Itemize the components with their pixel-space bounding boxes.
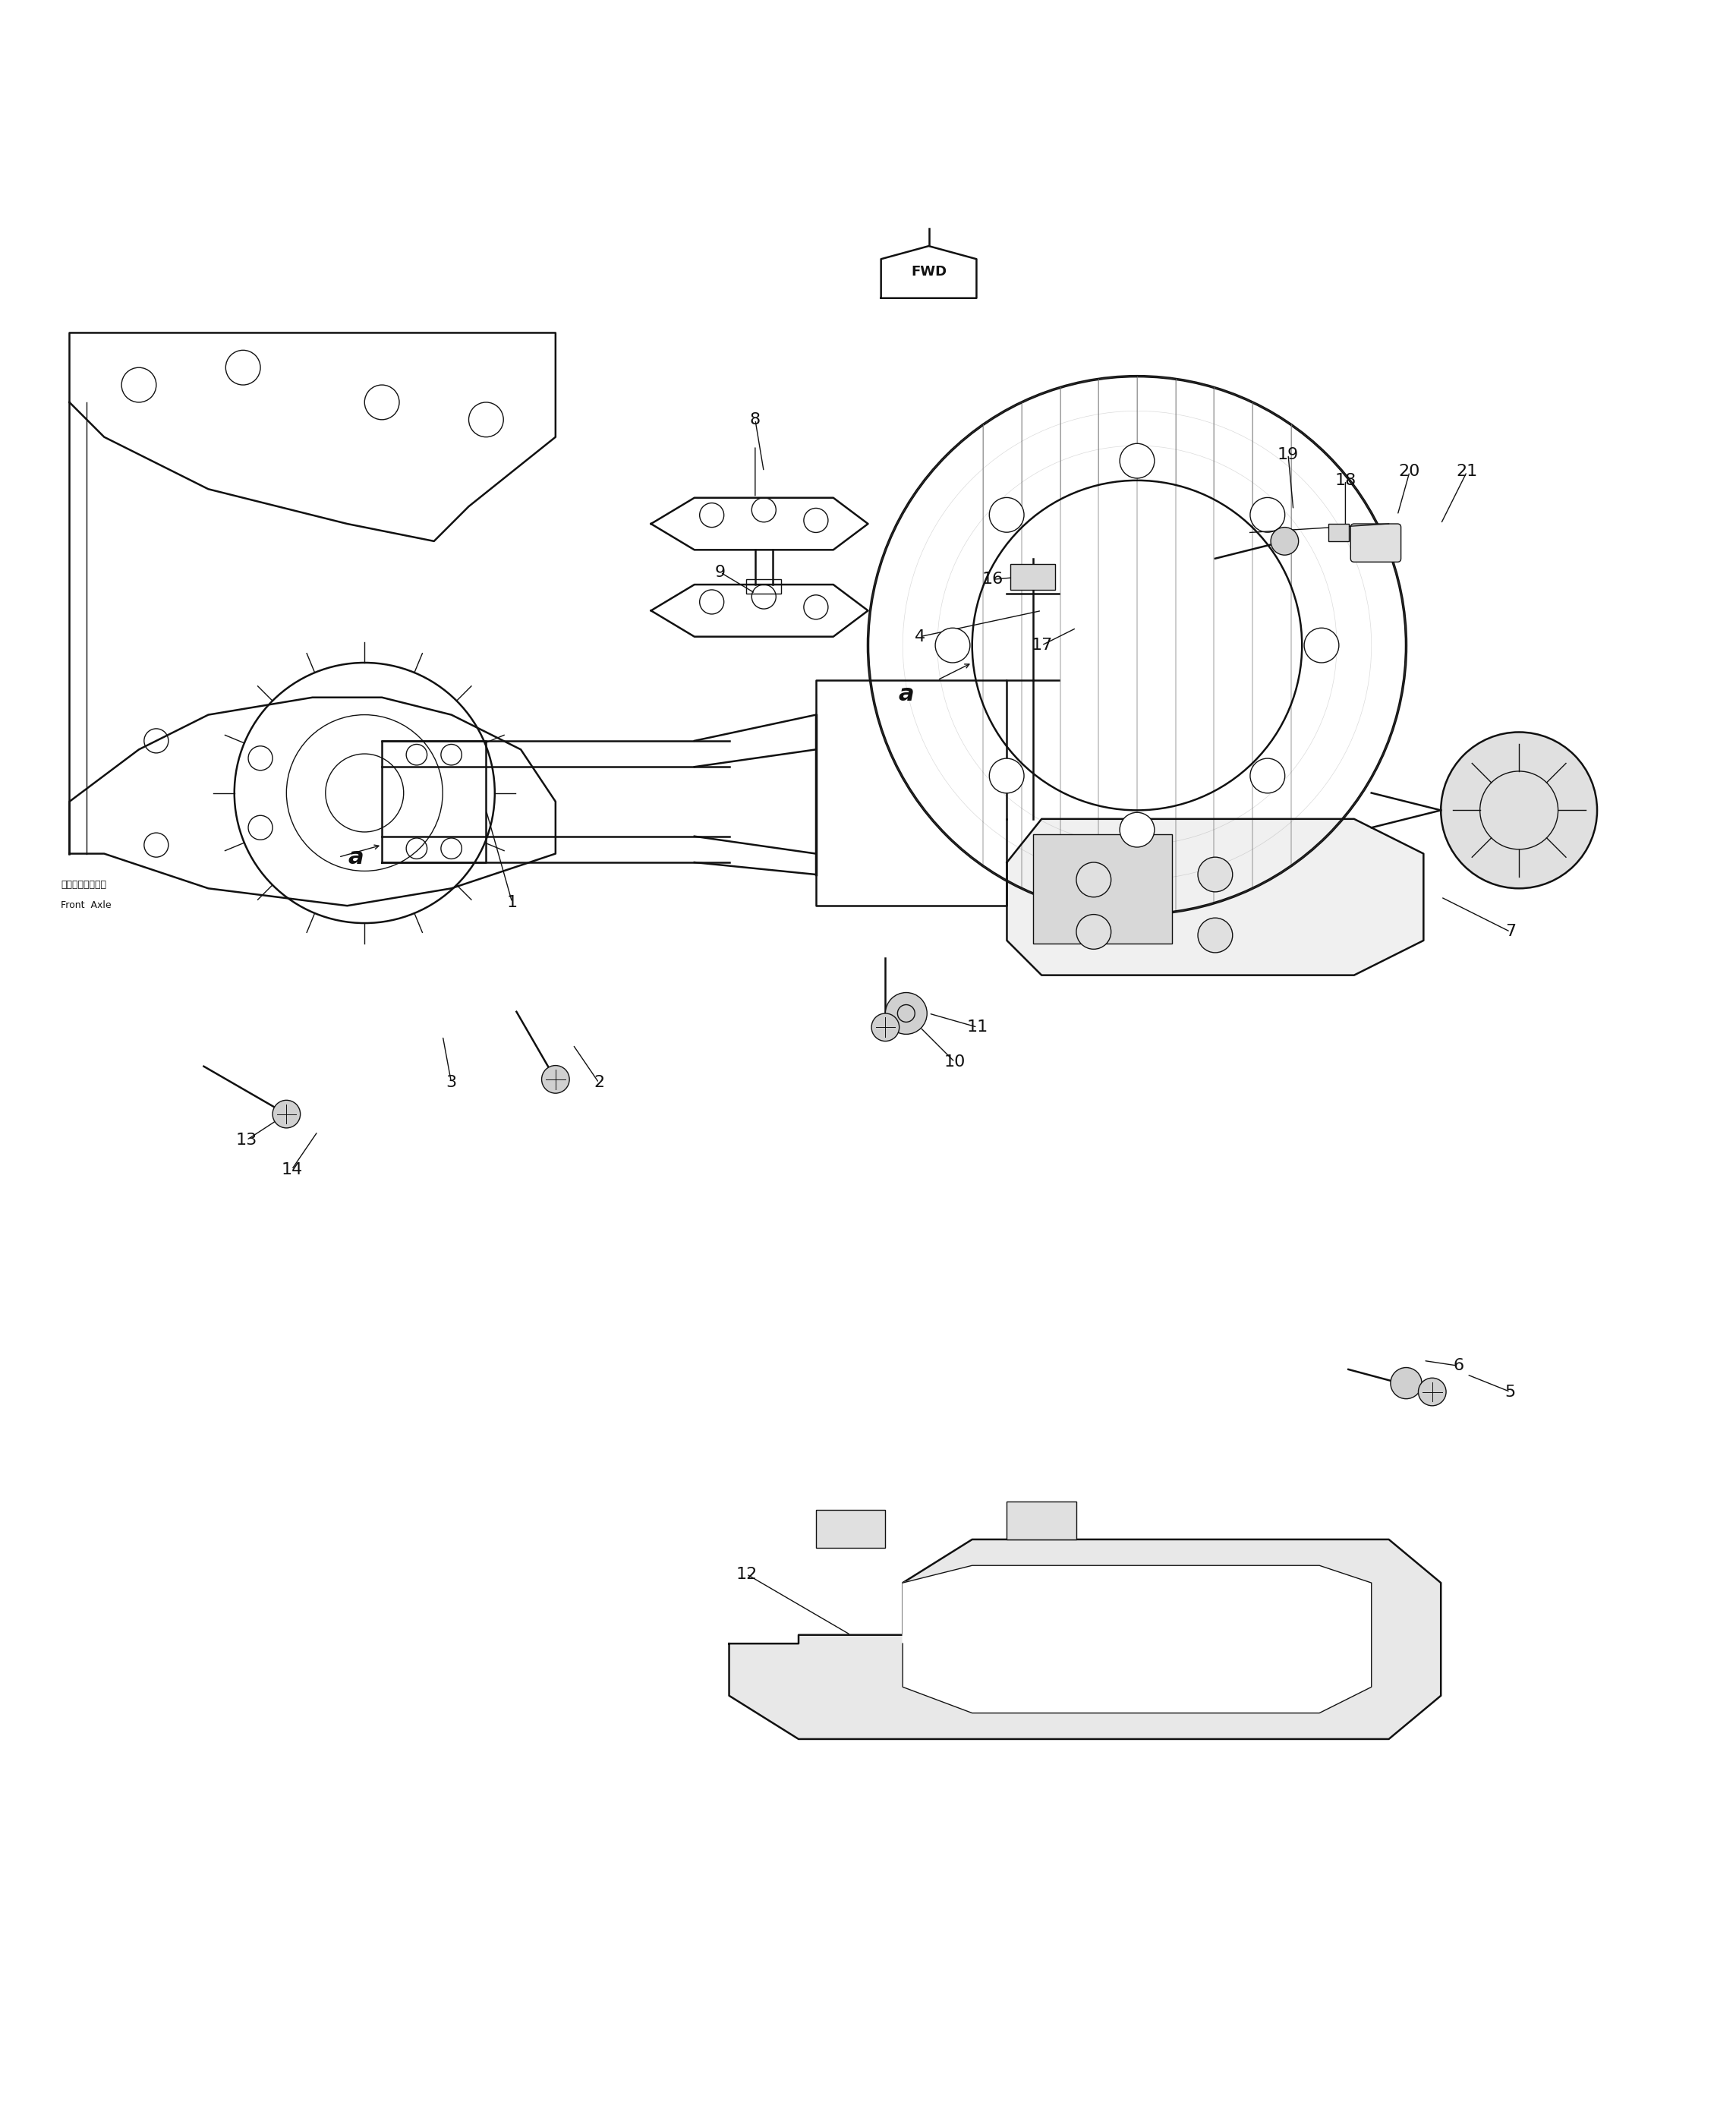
Circle shape xyxy=(885,992,927,1034)
Circle shape xyxy=(1304,629,1338,663)
Text: 18: 18 xyxy=(1335,474,1356,489)
Circle shape xyxy=(1441,733,1597,888)
FancyBboxPatch shape xyxy=(1033,835,1172,943)
Circle shape xyxy=(542,1066,569,1094)
Text: 4: 4 xyxy=(915,629,925,644)
Circle shape xyxy=(273,1100,300,1128)
FancyBboxPatch shape xyxy=(1351,525,1401,563)
Polygon shape xyxy=(903,1565,1371,1714)
Circle shape xyxy=(990,758,1024,792)
Text: FWD: FWD xyxy=(911,266,946,278)
Polygon shape xyxy=(1007,820,1424,975)
Text: 5: 5 xyxy=(1505,1385,1516,1400)
Circle shape xyxy=(1120,444,1154,478)
Circle shape xyxy=(1250,497,1285,533)
Text: 11: 11 xyxy=(967,1020,988,1034)
Text: 10: 10 xyxy=(944,1054,965,1070)
Text: 13: 13 xyxy=(236,1132,257,1147)
FancyBboxPatch shape xyxy=(816,1510,885,1548)
Polygon shape xyxy=(729,1540,1441,1740)
Text: 19: 19 xyxy=(1278,446,1299,461)
Text: 14: 14 xyxy=(281,1162,302,1177)
Circle shape xyxy=(871,1013,899,1041)
Circle shape xyxy=(1250,758,1285,792)
Text: 12: 12 xyxy=(736,1568,757,1582)
Circle shape xyxy=(990,497,1024,533)
Polygon shape xyxy=(880,246,976,297)
Text: 6: 6 xyxy=(1453,1357,1463,1374)
Circle shape xyxy=(1198,858,1233,892)
Text: 21: 21 xyxy=(1457,465,1477,480)
Circle shape xyxy=(1076,915,1111,949)
Text: 2: 2 xyxy=(594,1075,604,1090)
Circle shape xyxy=(936,629,970,663)
Text: 17: 17 xyxy=(1031,637,1052,652)
FancyBboxPatch shape xyxy=(1007,1502,1076,1540)
FancyBboxPatch shape xyxy=(1010,563,1055,590)
Text: フロントアクスル: フロントアクスル xyxy=(61,879,106,890)
Text: Front  Axle: Front Axle xyxy=(61,901,111,911)
Text: 1: 1 xyxy=(507,894,517,909)
Circle shape xyxy=(1120,813,1154,847)
Text: a: a xyxy=(898,684,915,705)
Circle shape xyxy=(1271,527,1299,554)
Text: a: a xyxy=(347,845,365,869)
Text: 8: 8 xyxy=(750,412,760,427)
Circle shape xyxy=(1198,918,1233,954)
FancyBboxPatch shape xyxy=(1328,525,1349,542)
Circle shape xyxy=(1391,1368,1422,1400)
Text: 7: 7 xyxy=(1505,924,1516,939)
Text: 3: 3 xyxy=(446,1075,457,1090)
Text: 20: 20 xyxy=(1399,465,1420,480)
Circle shape xyxy=(1076,862,1111,896)
Circle shape xyxy=(1418,1378,1446,1406)
Text: 9: 9 xyxy=(715,565,726,580)
Text: 15: 15 xyxy=(1569,811,1590,826)
Text: 16: 16 xyxy=(983,571,1003,586)
